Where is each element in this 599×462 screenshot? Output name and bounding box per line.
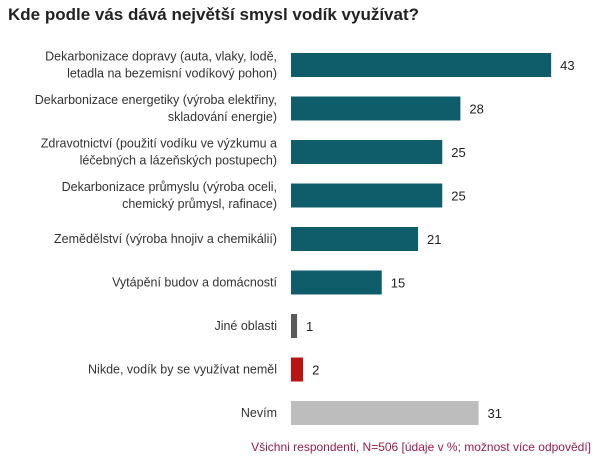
footnote: Všichni respondenti, N=506 [údaje v %; m…: [251, 440, 591, 454]
bar-2: [291, 140, 443, 164]
category-label-1: Dekarbonizace energetiky (výroba elektři…: [35, 93, 277, 124]
bar-8: [291, 401, 479, 425]
value-label-7: 2: [312, 363, 319, 378]
value-label-5: 15: [391, 276, 405, 291]
category-label-6: Jiné oblasti: [214, 319, 277, 333]
value-label-3: 25: [451, 189, 465, 204]
category-label-2: Zdravotnictví (použití vodíku ve výzkumu…: [41, 137, 277, 168]
category-label-3: Dekarbonizace průmyslu (výroba oceli, che…: [62, 180, 277, 211]
value-label-2: 25: [451, 145, 465, 160]
category-label-5: Vytápění budov a domácností: [112, 276, 277, 290]
value-label-0: 43: [560, 58, 574, 73]
value-label-8: 31: [488, 406, 502, 421]
bar-6: [291, 314, 298, 338]
bar-3: [291, 183, 443, 208]
value-label-6: 1: [306, 319, 313, 334]
bar-4: [291, 227, 419, 251]
value-label-1: 28: [469, 102, 483, 117]
category-label-4: Zemědělství (výroba hnojiv a chemikálií): [54, 232, 277, 246]
category-label-8: Nevím: [241, 406, 277, 420]
bar-7: [291, 357, 304, 382]
bar-5: [291, 270, 382, 295]
category-label-0: Dekarbonizace dopravy (auta, vlaky, lodě…: [45, 50, 277, 81]
chart-title: Kde podle vás dává největší smysl vodík …: [8, 5, 420, 24]
bar-0: [291, 53, 552, 77]
value-label-4: 21: [427, 232, 441, 247]
bar-1: [291, 96, 461, 121]
category-label-7: Nikde, vodík by se využívat neměl: [88, 363, 277, 377]
